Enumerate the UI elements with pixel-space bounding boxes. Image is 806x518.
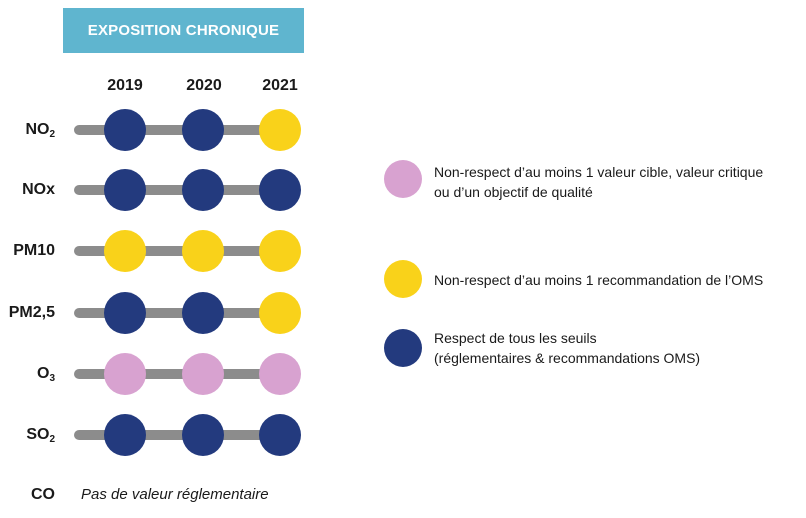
chart-title-banner: EXPOSITION CHRONIQUE [63, 8, 304, 53]
pollutant-label-so2: SO2 [26, 426, 55, 445]
pollutant-label-no2: NO2 [25, 121, 55, 140]
year-label-2020: 2020 [186, 77, 222, 94]
year-label-2021: 2021 [262, 77, 298, 94]
status-dot-nox-2019 [104, 169, 146, 211]
pollutant-label-nox: NOx [22, 181, 55, 198]
pollutant-label-o3: O3 [36, 365, 55, 384]
status-dot-pm25-2020 [182, 292, 224, 334]
legend-text-compliant: Respect de tous les seuils (réglementair… [434, 328, 700, 368]
status-dot-o3-2020 [182, 353, 224, 395]
year-label-2019: 2019 [107, 77, 143, 94]
legend-text-target-value: Non-respect d’au moins 1 valeur cible, v… [434, 162, 763, 202]
status-dot-so2-2019 [104, 414, 146, 456]
legend-dot-compliant [384, 329, 422, 367]
status-dot-nox-2021 [259, 169, 301, 211]
legend-line: Respect de tous les seuils [434, 330, 597, 346]
status-dot-pm10-2020 [182, 230, 224, 272]
legend-dot-target-value [384, 160, 422, 198]
chart-title: EXPOSITION CHRONIQUE [87, 22, 280, 39]
status-dot-no2-2020 [182, 109, 224, 151]
status-dot-so2-2020 [182, 414, 224, 456]
pollutant-label-pm10: PM10 [13, 242, 55, 259]
status-dot-no2-2019 [104, 109, 146, 151]
legend-text-who: Non-respect d’au moins 1 recommandation … [434, 270, 763, 290]
legend-line: (réglementaires & recommandations OMS) [434, 350, 701, 366]
pollutant-label-co: CO [31, 486, 55, 503]
status-dot-no2-2021 [259, 109, 301, 151]
status-dot-so2-2021 [259, 414, 301, 456]
status-dot-pm25-2021 [259, 292, 301, 334]
status-dot-pm25-2019 [104, 292, 146, 334]
status-dot-pm10-2021 [259, 230, 301, 272]
legend-line: Non-respect d’au moins 1 valeur cible, v… [434, 164, 764, 180]
status-dot-o3-2019 [104, 353, 146, 395]
legend-line: Non-respect d’au moins 1 recommandation … [434, 272, 764, 288]
status-dot-o3-2021 [259, 353, 301, 395]
status-dot-pm10-2019 [104, 230, 146, 272]
status-dot-nox-2020 [182, 169, 224, 211]
legend-dot-who [384, 260, 422, 298]
legend-line: ou d’un objectif de qualité [434, 184, 593, 200]
pollutant-label-pm25: PM2,5 [8, 304, 55, 321]
co-note: Pas de valeur réglementaire [81, 486, 269, 503]
